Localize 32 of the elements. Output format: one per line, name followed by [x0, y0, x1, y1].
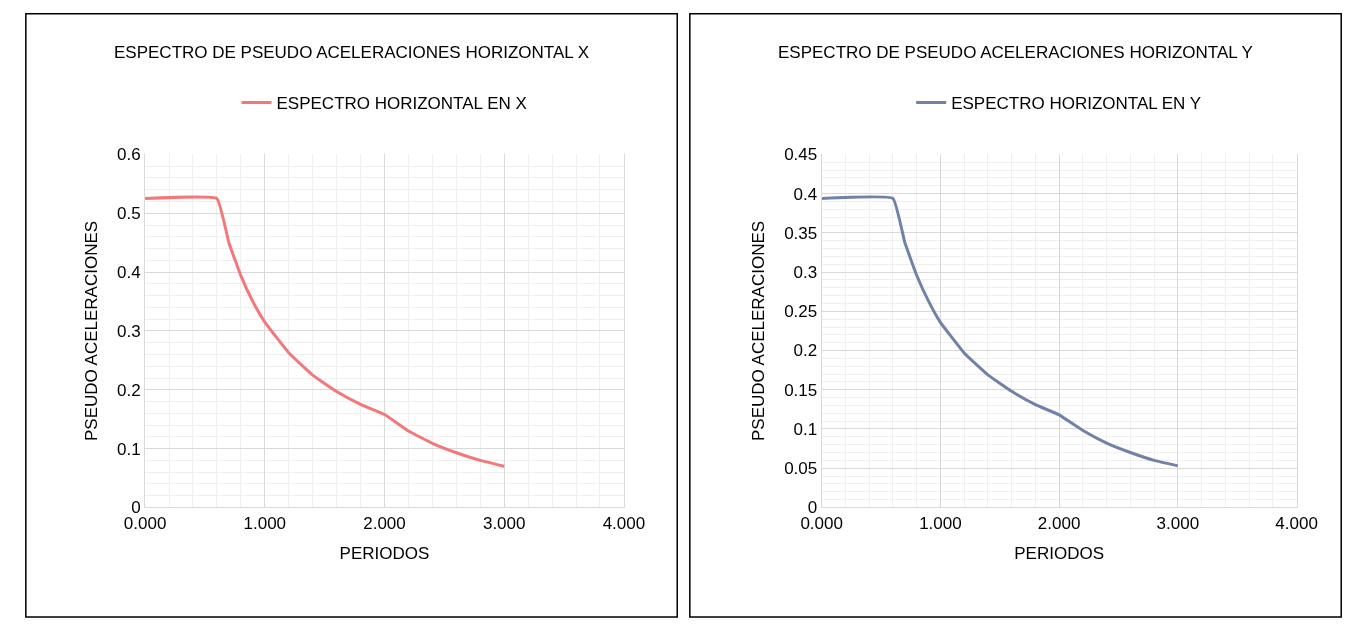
y-tick-label: 0.3: [117, 321, 141, 341]
x-tick-label: 4.000: [602, 513, 646, 533]
x-tick-label: 1.000: [243, 513, 287, 533]
y-tick-label: 0.35: [784, 223, 818, 243]
y-tick-label: 0.1: [793, 419, 818, 439]
legend-label: ESPECTRO HORIZONTAL EN X: [276, 94, 527, 114]
x-tick-label: 3.000: [482, 513, 526, 533]
x-axis-title: PERIODOS: [1014, 544, 1105, 564]
y-tick-label: 0.2: [793, 341, 818, 361]
x-tick-label: 2.000: [1037, 513, 1081, 533]
y-tick-label: 0.4: [117, 263, 141, 283]
y-tick-label: 0.4: [793, 184, 818, 204]
y-tick-label: 0.2: [117, 380, 141, 400]
y-tick-label: 0.15: [784, 380, 818, 400]
x-tick-label: 3.000: [1156, 513, 1200, 533]
line-series: [821, 195, 1180, 468]
y-tick-label: 0.3: [793, 263, 818, 283]
y-tick-label: 0.45: [784, 145, 818, 165]
legend-label: ESPECTRO HORIZONTAL EN Y: [951, 94, 1202, 114]
chart-title: ESPECTRO DE PSEUDO ACELERACIONES HORIZONTAL X: [114, 43, 590, 62]
y-tick-label: 0.5: [117, 204, 141, 224]
y-tick-label: 0.05: [784, 459, 818, 479]
x-axis-title: PERIODOS: [339, 544, 430, 564]
y-tick-label: 0.25: [784, 302, 818, 322]
x-tick-label: 1.000: [919, 513, 962, 533]
y-axis-title: PSEUDO ACELERACIONES: [748, 220, 768, 441]
y-axis-title: PSEUDO ACELERACIONES: [81, 220, 101, 441]
y-tick-label: 0.6: [117, 145, 141, 165]
chart-title: ESPECTRO DE PSEUDO ACELERACIONES HORIZONTAL Y: [778, 43, 1253, 62]
x-tick-label: 4.000: [1275, 513, 1318, 533]
y-tick-label: 0.1: [117, 439, 141, 459]
x-tick-label: 2.000: [363, 513, 406, 533]
